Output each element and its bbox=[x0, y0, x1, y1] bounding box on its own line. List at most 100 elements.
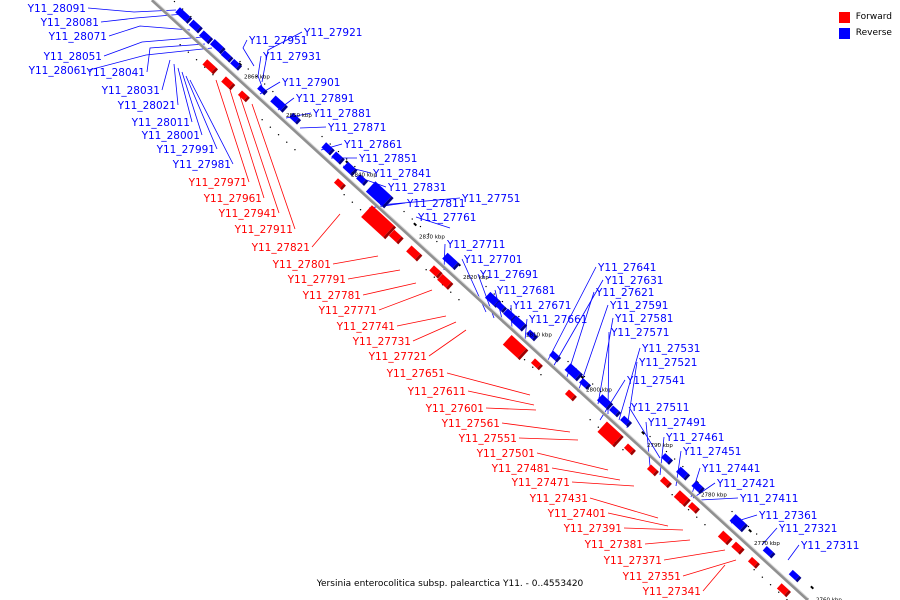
reverse-leader-line bbox=[645, 421, 651, 467]
reverse-gene-4-edge bbox=[227, 56, 234, 63]
forward-gene-17 bbox=[687, 502, 700, 514]
reverse-gene-2-face bbox=[199, 30, 212, 43]
reverse-leader-line bbox=[699, 497, 739, 501]
minor-tick bbox=[458, 299, 460, 301]
reverse-gene-7-edge bbox=[280, 104, 288, 113]
reverse-leader-line bbox=[299, 126, 327, 129]
forward-leader-line bbox=[467, 390, 535, 406]
forward-gene-18 bbox=[717, 530, 733, 546]
minor-tick bbox=[622, 449, 624, 451]
minor-tick bbox=[501, 300, 504, 303]
minor-tick bbox=[239, 60, 241, 63]
forward-gene-10-edge bbox=[536, 363, 543, 371]
reverse-gene-21-edge bbox=[574, 372, 583, 382]
forward-label: Y11_27971 bbox=[188, 177, 247, 189]
reverse-gene-22-edge bbox=[585, 383, 592, 390]
minor-tick bbox=[345, 158, 348, 160]
forward-leader-line bbox=[551, 467, 621, 481]
reverse-gene-9-face bbox=[321, 142, 333, 154]
tick-label: 2830 kbp bbox=[419, 235, 445, 241]
reverse-gene-26-face bbox=[661, 453, 672, 463]
reverse-leader-line bbox=[173, 63, 179, 106]
reverse-label: Y11_27461 bbox=[665, 432, 724, 444]
reverse-leader-line bbox=[185, 75, 218, 150]
forward-leader-line bbox=[239, 95, 280, 214]
reverse-leader-line bbox=[189, 79, 234, 165]
reverse-label: Y11_28081 bbox=[40, 17, 99, 29]
reverse-gene-11-edge bbox=[350, 168, 358, 177]
forward-gene-18-edge bbox=[725, 537, 733, 546]
minor-tick bbox=[411, 218, 413, 220]
reverse-gene-4 bbox=[220, 50, 234, 63]
forward-gene-13-face bbox=[623, 443, 634, 454]
minor-tick bbox=[272, 90, 274, 93]
minor-tick bbox=[450, 291, 452, 293]
reverse-gene-22 bbox=[579, 378, 592, 390]
reverse-leader-line bbox=[415, 216, 451, 229]
minor-tick bbox=[294, 149, 296, 151]
forward-label: Y11_27471 bbox=[511, 477, 570, 489]
major-tick bbox=[748, 528, 753, 533]
reverse-gene-12-edge bbox=[362, 179, 369, 186]
forward-gene-7-face bbox=[429, 265, 441, 277]
reverse-label: Y11_27691 bbox=[479, 269, 538, 281]
reverse-leader-line bbox=[161, 59, 171, 91]
minor-tick bbox=[665, 450, 668, 453]
reverse-leader-line bbox=[597, 317, 614, 405]
reverse-gene-10 bbox=[331, 151, 345, 165]
forward-gene-21-edge bbox=[784, 590, 791, 598]
reverse-gene-25 bbox=[620, 415, 633, 428]
reverse-gene-0-face bbox=[175, 7, 191, 22]
reverse-gene-16-face bbox=[495, 301, 506, 312]
minor-tick bbox=[696, 516, 698, 518]
reverse-label: Y11_27411 bbox=[739, 493, 798, 505]
forward-gene-17-edge bbox=[693, 507, 700, 514]
reverse-gene-labels: Y11_28091 Y11_28081 Y11_28071 Y11_28051 Y11_… bbox=[27, 3, 860, 552]
reverse-label: Y11_28091 bbox=[27, 3, 86, 15]
reverse-gene-20-edge bbox=[555, 356, 562, 363]
reverse-label: Y11_27881 bbox=[312, 108, 371, 120]
forward-leader-line bbox=[446, 372, 531, 396]
reverse-label: Y11_28061 bbox=[28, 65, 87, 77]
forward-label: Y11_27821 bbox=[251, 242, 310, 254]
minor-tick bbox=[354, 165, 356, 168]
reverse-gene-1 bbox=[188, 19, 203, 34]
kbp-tick-labels: 2860 kbp 2850 kbp 2840 kbp 2830 kbp 2820 kbp… bbox=[244, 74, 842, 600]
reverse-label: Y11_27921 bbox=[303, 27, 362, 39]
reverse-gene-19-face bbox=[526, 329, 537, 340]
minor-tick bbox=[755, 533, 758, 535]
reverse-genes bbox=[175, 7, 802, 583]
minor-tick bbox=[753, 569, 755, 571]
reverse-legend-label: Reverse bbox=[855, 28, 892, 38]
forward-gene-19-face bbox=[731, 541, 743, 553]
reverse-label: Y11_27661 bbox=[528, 314, 587, 326]
forward-gene-13 bbox=[623, 443, 636, 456]
reverse-gene-21 bbox=[564, 363, 583, 382]
forward-gene-9-edge bbox=[517, 348, 529, 361]
forward-gene-4-face bbox=[361, 205, 395, 238]
reverse-gene-0 bbox=[175, 7, 193, 24]
forward-swatch bbox=[838, 11, 850, 23]
reverse-gene-3-face bbox=[209, 39, 224, 53]
forward-gene-19-edge bbox=[737, 547, 745, 555]
reverse-swatch bbox=[838, 27, 850, 39]
forward-gene-14 bbox=[646, 464, 659, 477]
reverse-leader-line bbox=[379, 197, 461, 206]
reverse-label: Y11_27701 bbox=[463, 254, 522, 266]
reverse-label: Y11_27421 bbox=[716, 478, 775, 490]
minor-tick bbox=[485, 285, 487, 288]
minor-tick bbox=[433, 276, 436, 278]
reverse-gene-6-edge bbox=[262, 89, 268, 96]
reverse-leader-line bbox=[787, 544, 800, 561]
tick-label: 2780 kbp bbox=[701, 492, 727, 498]
reverse-gene-23-face bbox=[596, 394, 612, 409]
minor-tick bbox=[261, 119, 263, 121]
reverse-gene-14-face bbox=[442, 252, 458, 269]
reverse-gene-11-face bbox=[342, 161, 356, 175]
forward-leader-line bbox=[663, 549, 726, 561]
reverse-leader-line bbox=[108, 25, 191, 37]
reverse-label: Y11_27521 bbox=[638, 357, 697, 369]
minor-tick bbox=[179, 44, 181, 46]
reverse-gene-30-face bbox=[762, 546, 774, 557]
reverse-gene-15-face bbox=[484, 291, 500, 306]
